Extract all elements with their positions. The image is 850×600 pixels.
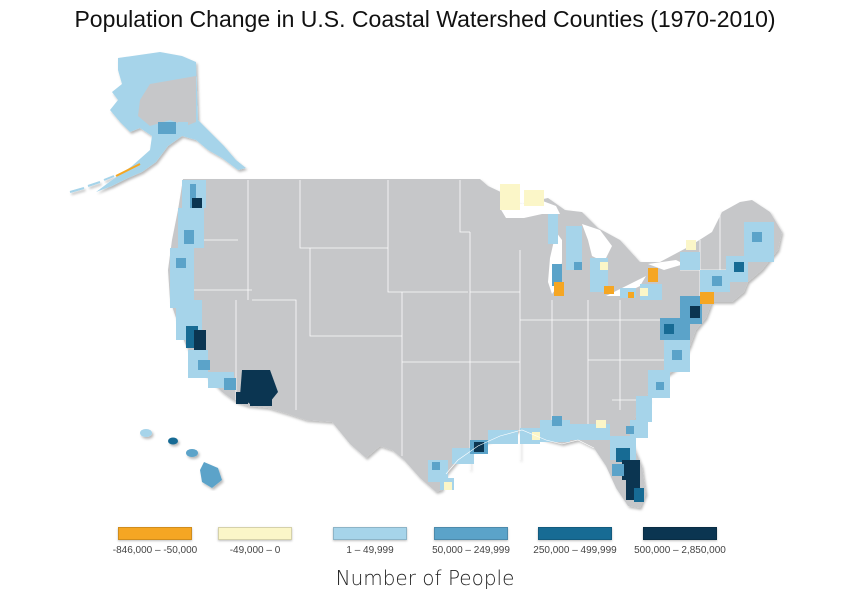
hawaii-kauai [140, 429, 152, 437]
legend-title: Number of People [335, 566, 515, 590]
hawaii-region [140, 429, 222, 488]
legend-swatch [218, 527, 292, 540]
map-title: Population Change in U.S. Coastal Waters… [74, 6, 776, 32]
hawaii-maui [186, 449, 198, 457]
alaska-interior [138, 76, 196, 126]
legend-label: 250,000 – 499,999 [533, 545, 617, 556]
alaska-county-a [178, 122, 188, 136]
contiguous-us [168, 179, 782, 508]
legend-item-growth-very-large: 500,000 – 2,850,000 [625, 527, 735, 556]
legend-label: 50,000 – 249,999 [432, 545, 510, 556]
alaska-region [69, 52, 246, 193]
state-borders [184, 180, 740, 470]
legend-swatch [434, 527, 508, 540]
legend: -846,000 – -50,000 -49,000 – 0 1 – 49,99… [100, 527, 760, 567]
hawaii-big-island [200, 462, 222, 488]
legend-label: 500,000 – 2,850,000 [634, 545, 726, 556]
alaska-anchorage [158, 122, 176, 134]
legend-swatch [643, 527, 717, 540]
contiguous-us-landmass [168, 179, 782, 508]
legend-label: -846,000 – -50,000 [112, 545, 198, 556]
hawaii-oahu [168, 437, 178, 445]
legend-swatch [538, 527, 612, 540]
gulf-coast-counties [428, 416, 610, 490]
lake-huron [582, 224, 612, 262]
legend-item-decline-small: -49,000 – 0 [200, 527, 310, 556]
alaska-decline-strip [115, 163, 141, 177]
lake-ontario [648, 260, 684, 270]
legend-swatch [333, 527, 407, 540]
great-lakes-counties [500, 184, 636, 298]
atlantic-coast-counties [636, 222, 774, 422]
aleutian-islands [69, 175, 115, 193]
florida-counties [610, 420, 648, 502]
legend-label: 1 – 49,999 [346, 545, 394, 556]
legend-label: -49,000 – 0 [229, 545, 281, 556]
legend-item-growth-small: 1 – 49,999 [315, 527, 425, 556]
legend-swatch [118, 527, 192, 540]
pacific-coast-counties [170, 180, 278, 406]
lake-superior [500, 200, 560, 218]
gulf-coast-outline [445, 429, 595, 475]
legend-item-growth-large: 250,000 – 499,999 [520, 527, 630, 556]
legend-item-decline-large: -846,000 – -50,000 [100, 527, 210, 556]
lake-erie [606, 276, 646, 296]
legend-item-growth-medium: 50,000 – 249,999 [416, 527, 526, 556]
